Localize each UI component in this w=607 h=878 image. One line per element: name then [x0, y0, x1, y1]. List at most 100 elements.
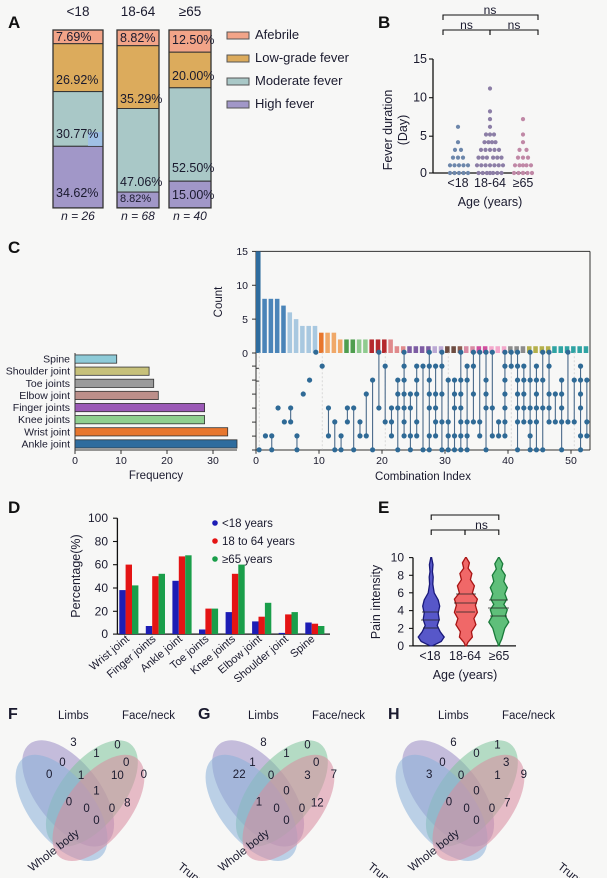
svg-text:5: 5: [420, 129, 427, 143]
svg-text:0: 0: [473, 815, 479, 827]
svg-text:60: 60: [95, 558, 109, 572]
svg-text:Spine: Spine: [288, 633, 317, 660]
svg-text:Age (years): Age (years): [433, 668, 498, 682]
svg-text:Shoulder joint: Shoulder joint: [6, 366, 70, 378]
svg-text:34.62%: 34.62%: [56, 186, 98, 200]
svg-text:0: 0: [473, 748, 479, 760]
svg-text:0: 0: [439, 757, 445, 769]
svg-text:15.00%: 15.00%: [172, 188, 214, 202]
svg-text:Fever duration: Fever duration: [381, 90, 395, 171]
svg-text:0: 0: [242, 348, 248, 360]
svg-text:0: 0: [273, 803, 279, 815]
svg-text:5: 5: [242, 314, 248, 326]
svg-text:20: 20: [376, 455, 388, 467]
svg-text:47.06%: 47.06%: [120, 175, 162, 189]
svg-text:n = 26: n = 26: [61, 209, 95, 223]
svg-text:0: 0: [109, 803, 115, 815]
svg-text:<18: <18: [419, 649, 440, 663]
svg-text:10: 10: [236, 280, 248, 292]
svg-text:10: 10: [413, 91, 427, 105]
svg-text:26.92%: 26.92%: [56, 73, 98, 87]
svg-text:4: 4: [397, 604, 404, 618]
svg-text:Toe joints: Toe joints: [26, 378, 70, 390]
svg-text:10: 10: [313, 455, 325, 467]
svg-text:50: 50: [565, 455, 577, 467]
svg-text:Limbs: Limbs: [438, 710, 469, 722]
svg-text:Pain intensity: Pain intensity: [370, 564, 383, 639]
svg-text:0: 0: [141, 769, 147, 781]
svg-text:30: 30: [207, 455, 219, 467]
svg-text:≥65 years: ≥65 years: [222, 554, 273, 566]
svg-text:1: 1: [93, 786, 99, 798]
svg-text:0: 0: [66, 797, 72, 809]
svg-text:8: 8: [124, 798, 130, 810]
svg-text:20: 20: [161, 455, 173, 467]
svg-text:0: 0: [420, 166, 427, 180]
svg-text:18-64: 18-64: [121, 4, 156, 19]
svg-text:0: 0: [313, 757, 319, 769]
svg-text:8: 8: [260, 737, 266, 749]
svg-text:7: 7: [331, 769, 337, 781]
svg-text:10: 10: [111, 770, 124, 782]
svg-text:0: 0: [446, 797, 452, 809]
svg-text:ns: ns: [460, 18, 473, 32]
svg-text:0: 0: [123, 757, 129, 769]
svg-text:0: 0: [101, 627, 108, 641]
svg-text:0: 0: [268, 770, 274, 782]
svg-text:0: 0: [114, 739, 120, 751]
svg-text:ns: ns: [484, 3, 497, 17]
svg-text:Limbs: Limbs: [58, 710, 89, 722]
svg-text:Low-grade fever: Low-grade fever: [255, 50, 350, 65]
svg-text:Age (years): Age (years): [458, 195, 523, 209]
svg-text:0: 0: [473, 786, 479, 798]
svg-text:30: 30: [439, 455, 451, 467]
svg-text:Count: Count: [213, 286, 225, 317]
svg-text:52.50%: 52.50%: [172, 161, 214, 175]
svg-text:≥65: ≥65: [179, 4, 201, 19]
svg-text:n = 40: n = 40: [173, 209, 207, 223]
svg-text:12: 12: [311, 798, 324, 810]
svg-text:0: 0: [59, 757, 65, 769]
svg-text:0: 0: [72, 455, 78, 467]
svg-text:Percentage(%): Percentage(%): [69, 534, 83, 617]
svg-text:Elbow joint: Elbow joint: [19, 390, 70, 402]
svg-text:Face/neck: Face/neck: [502, 710, 555, 722]
svg-text:Trunk: Trunk: [555, 861, 580, 878]
svg-text:n = 68: n = 68: [121, 209, 155, 223]
svg-text:0: 0: [463, 803, 469, 815]
svg-text:15: 15: [413, 52, 427, 66]
svg-text:Face/neck: Face/neck: [312, 710, 365, 722]
svg-text:ns: ns: [475, 518, 488, 532]
svg-text:8.82%: 8.82%: [120, 193, 151, 205]
svg-text:Spine: Spine: [43, 354, 70, 366]
svg-text:H: H: [388, 706, 400, 723]
svg-text:(Day): (Day): [396, 115, 410, 146]
svg-text:0: 0: [304, 739, 310, 751]
svg-text:<18: <18: [447, 176, 468, 190]
svg-text:18-64: 18-64: [474, 176, 506, 190]
svg-text:<18: <18: [67, 4, 90, 19]
svg-text:1: 1: [283, 748, 289, 760]
svg-text:10: 10: [115, 455, 127, 467]
svg-text:3: 3: [304, 770, 310, 782]
svg-text:6: 6: [450, 737, 456, 749]
svg-text:1: 1: [256, 797, 262, 809]
svg-text:0: 0: [489, 803, 495, 815]
svg-text:0: 0: [299, 803, 305, 815]
svg-text:20.00%: 20.00%: [172, 69, 214, 83]
svg-text:F: F: [8, 706, 18, 723]
svg-text:Wrist joint: Wrist joint: [24, 426, 70, 438]
svg-text:1: 1: [494, 770, 500, 782]
svg-text:6: 6: [397, 586, 404, 600]
svg-text:0: 0: [397, 639, 404, 653]
svg-text:Knee joints: Knee joints: [18, 414, 70, 426]
svg-text:Frequency: Frequency: [129, 470, 184, 482]
svg-text:10: 10: [391, 551, 405, 565]
svg-text:0: 0: [458, 770, 464, 782]
svg-text:0: 0: [83, 803, 89, 815]
svg-text:Face/neck: Face/neck: [122, 710, 175, 722]
svg-text:ns: ns: [508, 18, 521, 32]
svg-text:Combination Index: Combination Index: [375, 471, 471, 483]
svg-text:0: 0: [93, 815, 99, 827]
svg-text:7: 7: [504, 798, 510, 810]
